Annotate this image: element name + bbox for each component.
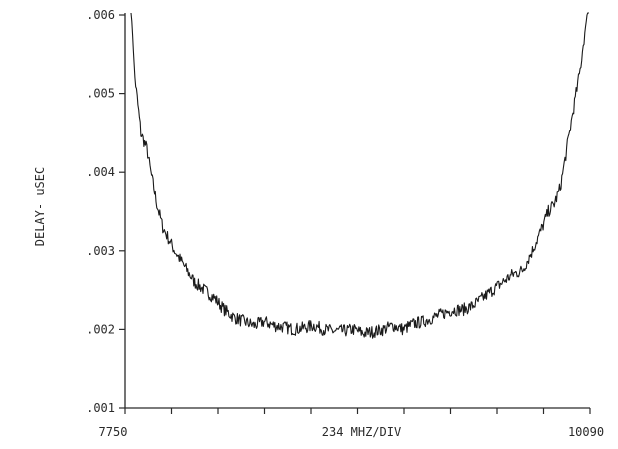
y-axis-label: DELAY- uSEC: [33, 167, 47, 246]
axes-group: [124, 13, 590, 409]
x-tick-label-start: 7750: [99, 425, 128, 439]
y-tick-label: .005: [86, 87, 115, 101]
x-tick-label-end: 10090: [568, 425, 604, 439]
y-tick-label: .002: [86, 322, 115, 336]
y-tick-label: .001: [86, 401, 115, 415]
delay-series-line: [130, 12, 589, 339]
x-ticks-group: [124, 408, 591, 414]
y-tick-label: .004: [86, 165, 115, 179]
x-axis-label: 234 MHZ/DIV: [322, 425, 401, 439]
y-ticks-group: .001 .002 .003 .004 .005 .006: [86, 8, 125, 415]
y-tick-label: .006: [86, 8, 115, 22]
y-tick-label: .003: [86, 244, 115, 258]
